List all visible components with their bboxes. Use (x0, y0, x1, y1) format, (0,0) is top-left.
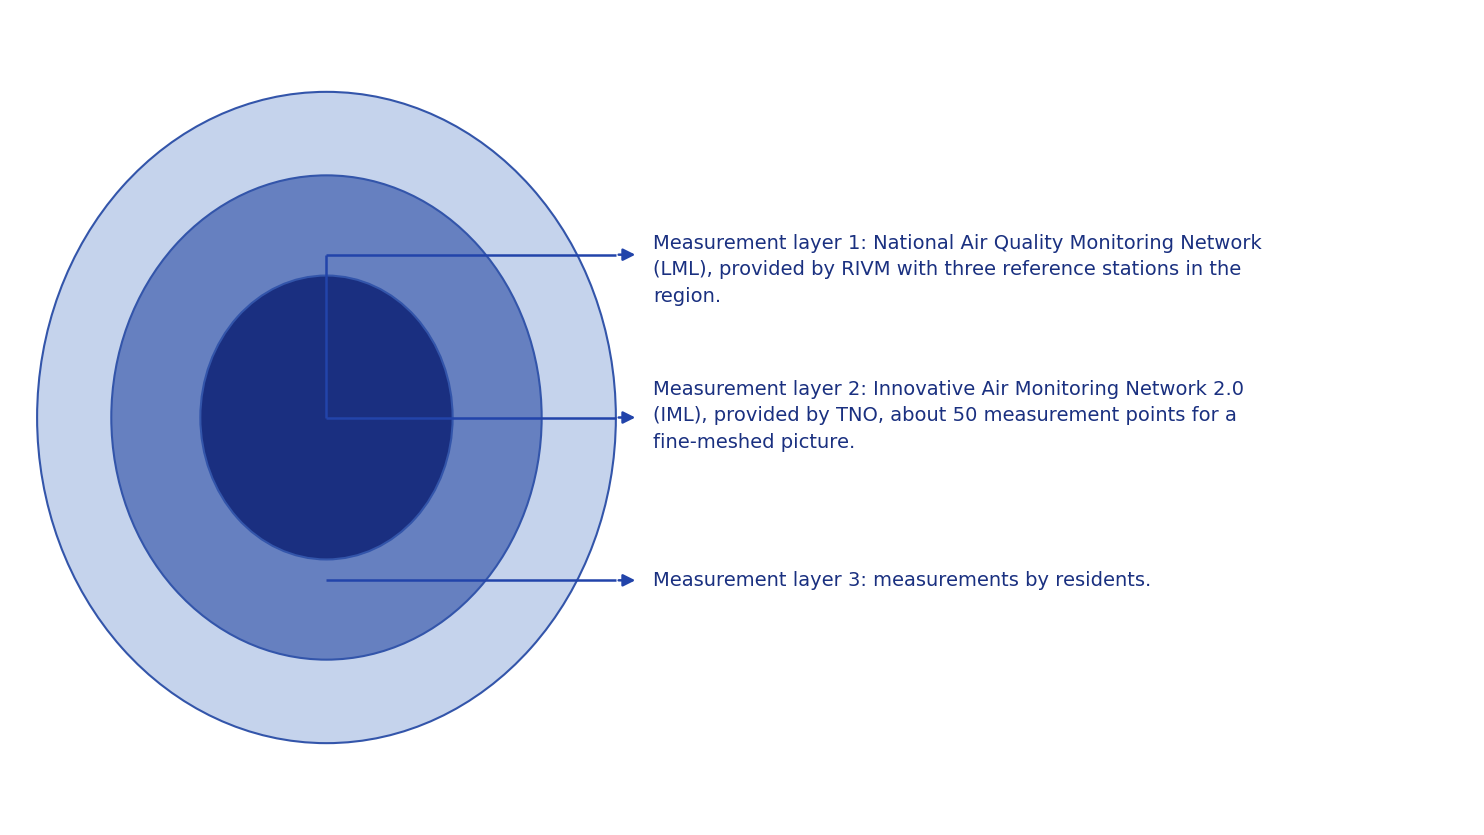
Ellipse shape (37, 92, 616, 743)
Text: Measurement layer 1: National Air Quality Monitoring Network
(LML), provided by : Measurement layer 1: National Air Qualit… (653, 234, 1261, 306)
Text: Measurement layer 2: Innovative Air Monitoring Network 2.0
(IML), provided by TN: Measurement layer 2: Innovative Air Moni… (653, 380, 1244, 452)
Ellipse shape (200, 276, 453, 559)
Text: Measurement layer 3: measurements by residents.: Measurement layer 3: measurements by res… (653, 571, 1152, 590)
Ellipse shape (111, 175, 542, 660)
